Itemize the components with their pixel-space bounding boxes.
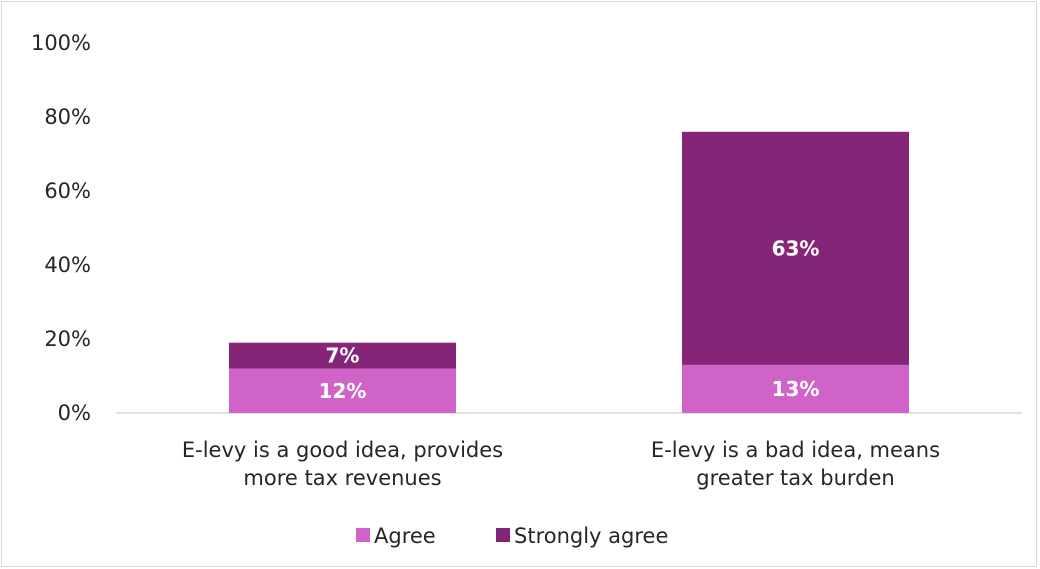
category-label: more tax revenues bbox=[243, 466, 441, 490]
category-label: E-levy is a good idea, provides bbox=[182, 438, 503, 462]
y-tick-label: 60% bbox=[44, 179, 91, 203]
data-label: 12% bbox=[319, 379, 367, 403]
bar-segment-strongly-agree bbox=[229, 342, 456, 369]
category-label: greater tax burden bbox=[696, 466, 894, 490]
y-axis: 0% 20% 40% 60% 80% 100% bbox=[31, 31, 91, 425]
y-tick-label: 20% bbox=[44, 327, 91, 351]
data-label: 7% bbox=[326, 344, 360, 368]
category-label: E-levy is a bad idea, means bbox=[651, 438, 940, 462]
bar-segment-agree bbox=[682, 364, 909, 413]
y-tick-label: 0% bbox=[58, 401, 91, 425]
legend-swatch bbox=[496, 528, 510, 542]
y-tick-label: 100% bbox=[31, 31, 91, 55]
data-label: 63% bbox=[772, 236, 820, 260]
data-labels-group: 12% 7% 13% 63% bbox=[319, 236, 820, 402]
legend-swatch bbox=[356, 528, 370, 542]
category-labels-group: E-levy is a good idea, provides more tax … bbox=[182, 438, 940, 490]
legend-label: Strongly agree bbox=[514, 524, 668, 548]
legend-label: Agree bbox=[374, 524, 436, 548]
y-tick-label: 80% bbox=[44, 105, 91, 129]
legend: Agree Strongly agree bbox=[356, 524, 668, 548]
y-tick-label: 40% bbox=[44, 253, 91, 277]
bar-segment-agree bbox=[229, 368, 456, 413]
bars-group bbox=[229, 131, 909, 413]
bar-segment-strongly-agree bbox=[682, 131, 909, 365]
data-label: 13% bbox=[772, 377, 820, 401]
